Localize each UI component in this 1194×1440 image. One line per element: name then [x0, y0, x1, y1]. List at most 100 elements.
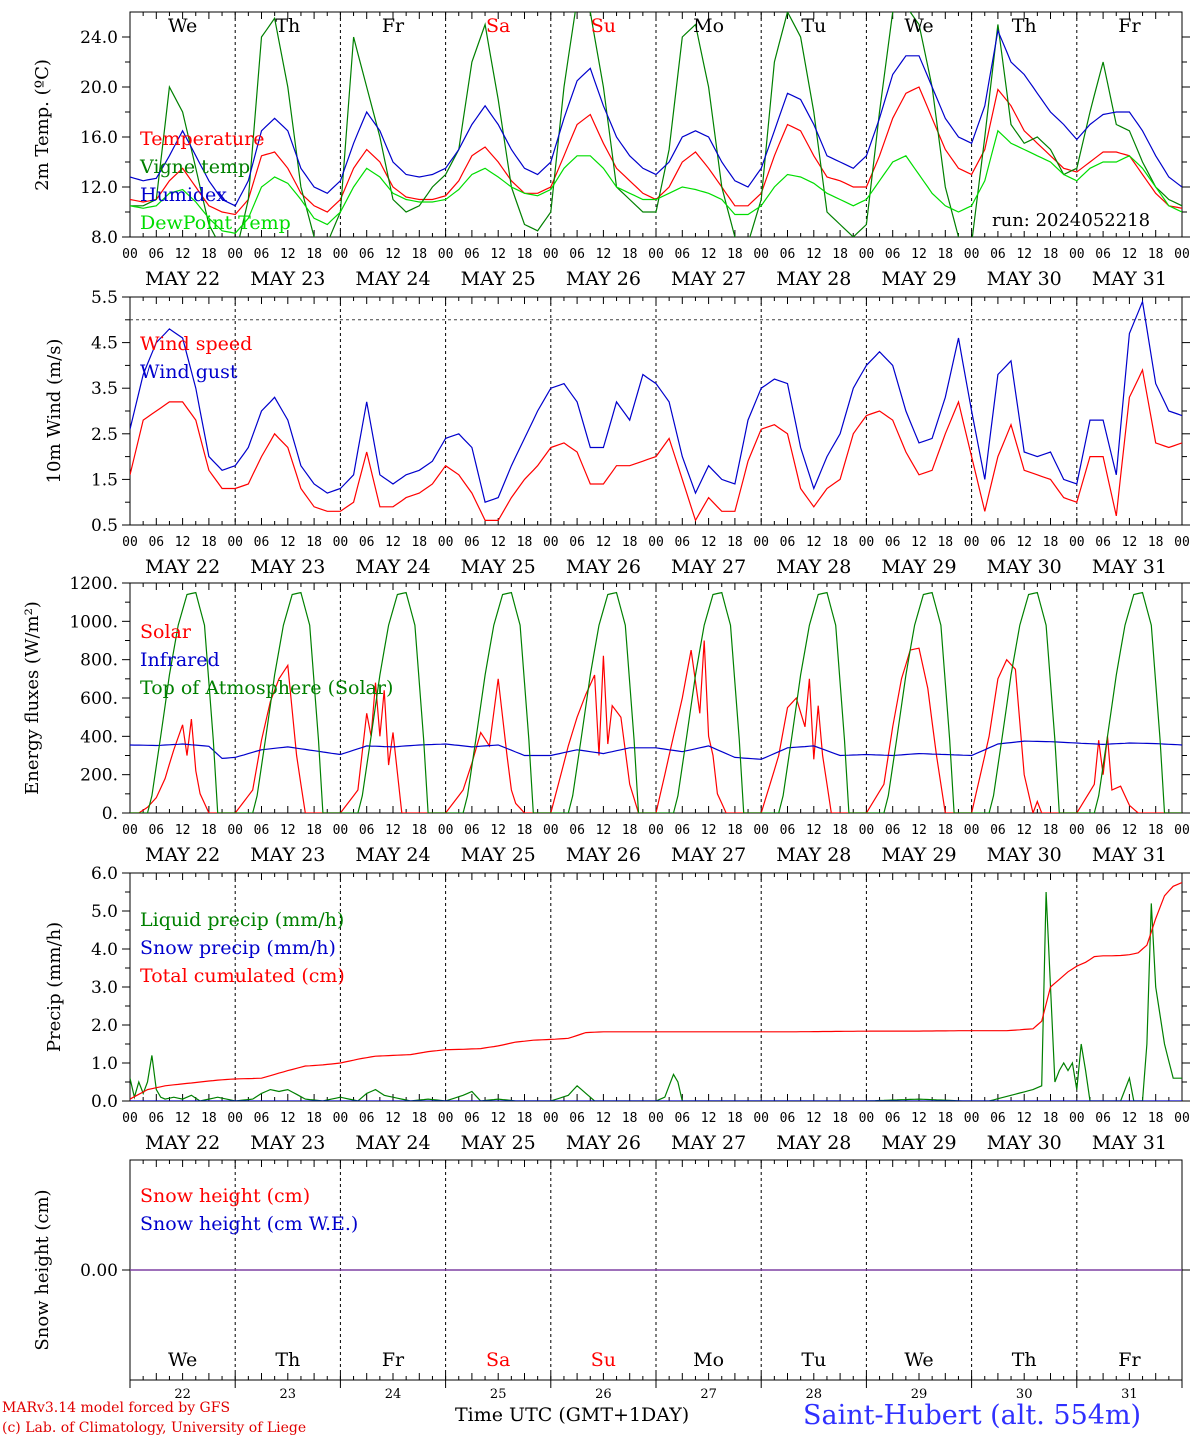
day-number-label: 29 [911, 1387, 928, 1402]
x-hour-label: 18 [832, 535, 848, 550]
y-tick-label: 6.0 [91, 864, 118, 884]
x-hour-label: 12 [806, 535, 822, 550]
day-number-label: 25 [490, 1387, 507, 1402]
x-hour-label: 06 [990, 535, 1006, 550]
x-hour-label: 12 [701, 1111, 717, 1126]
y-axis-label: 10m Wind (m/s) [44, 339, 65, 484]
x-hour-label: 06 [885, 823, 901, 838]
x-hour-label: 12 [175, 1111, 191, 1126]
x-hour-label: 18 [411, 247, 427, 262]
x-hour-label: 12 [385, 535, 401, 550]
weekday-label: Fr [1118, 1349, 1141, 1371]
day-label: MAY 30 [987, 556, 1062, 578]
day-label: MAY 23 [250, 1132, 325, 1154]
x-hour-label: 00 [648, 535, 664, 550]
y-tick-label: 16.0 [80, 128, 118, 148]
x-hour-label: 00 [753, 535, 769, 550]
weekday-label: Th [275, 1349, 300, 1371]
day-label: MAY 25 [461, 844, 536, 866]
weekday-label: Tu [801, 15, 826, 37]
x-hour-label: 12 [175, 247, 191, 262]
x-hour-label: 00 [753, 247, 769, 262]
x-hour-label: 12 [175, 535, 191, 550]
x-hour-label: 12 [911, 1111, 927, 1126]
series-wind-speed [130, 368, 1182, 522]
x-hour-label: 06 [148, 1111, 164, 1126]
x-hour-label: 12 [596, 247, 612, 262]
x-hour-label: 12 [490, 535, 506, 550]
x-hour-label: 18 [622, 247, 638, 262]
x-axis-title: Time UTC (GMT+1DAY) [455, 1404, 690, 1426]
x-hour-label: 00 [122, 1111, 138, 1126]
x-hour-label: 12 [1016, 823, 1032, 838]
x-hour-label: 12 [806, 1111, 822, 1126]
y-tick-label: 0.00 [80, 1261, 118, 1281]
x-hour-label: 18 [727, 823, 743, 838]
day-number-label: 26 [595, 1387, 612, 1402]
x-hour-label: 06 [148, 823, 164, 838]
x-hour-label: 06 [780, 535, 796, 550]
series-humidex [130, 28, 1182, 207]
x-hour-label: 12 [596, 823, 612, 838]
day-label: MAY 28 [776, 1132, 851, 1154]
y-tick-label: 5.0 [91, 902, 118, 922]
x-hour-label: 06 [464, 1111, 480, 1126]
x-hour-label: 00 [753, 1111, 769, 1126]
x-hour-label: 06 [359, 535, 375, 550]
x-hour-label: 12 [1016, 535, 1032, 550]
x-hour-label: 18 [306, 247, 322, 262]
x-hour-label: 06 [254, 823, 270, 838]
x-hour-label: 18 [1148, 1111, 1164, 1126]
day-label: MAY 23 [250, 556, 325, 578]
x-hour-label: 00 [1069, 247, 1085, 262]
day-label: MAY 29 [881, 556, 956, 578]
x-hour-label: 18 [937, 535, 953, 550]
day-number-label: 22 [174, 1387, 191, 1402]
x-hour-label: 18 [517, 247, 533, 262]
x-hour-label: 18 [517, 823, 533, 838]
x-hour-label: 06 [464, 535, 480, 550]
x-hour-label: 00 [227, 1111, 243, 1126]
series-total-cumulated-cm [130, 881, 1182, 1100]
x-hour-label: 06 [1095, 1111, 1111, 1126]
legend-entry: Vigne temp [139, 156, 250, 178]
x-hour-label: 12 [280, 535, 296, 550]
day-label: MAY 27 [671, 556, 746, 578]
x-hour-label: 00 [227, 247, 243, 262]
y-tick-label: 0. [102, 804, 118, 824]
day-label: MAY 22 [145, 1132, 220, 1154]
legend-entry: Liquid precip (mm/h) [140, 909, 344, 931]
x-hour-label: 06 [359, 823, 375, 838]
x-hour-label: 06 [1095, 247, 1111, 262]
day-label: MAY 31 [1092, 844, 1167, 866]
day-label: MAY 25 [461, 1132, 536, 1154]
x-hour-label: 12 [806, 247, 822, 262]
x-hour-label: 18 [411, 823, 427, 838]
x-hour-label: 18 [201, 535, 217, 550]
y-axis-label: Precip (mm/h) [44, 922, 65, 1052]
x-hour-label: 00 [333, 823, 349, 838]
x-hour-label: 12 [280, 1111, 296, 1126]
x-hour-label: 18 [832, 823, 848, 838]
x-hour-label: 06 [464, 823, 480, 838]
y-axis-label: Snow height (cm) [32, 1189, 53, 1350]
x-hour-label: 00 [859, 823, 875, 838]
day-label: MAY 31 [1092, 556, 1167, 578]
day-label: MAY 22 [145, 844, 220, 866]
x-hour-label: 18 [727, 535, 743, 550]
panel-frame [129, 11, 1183, 238]
x-hour-label: 18 [937, 823, 953, 838]
y-tick-label: 1.5 [91, 470, 118, 490]
y-tick-label: 2.0 [91, 1016, 118, 1036]
weekday-label: Th [1012, 15, 1037, 37]
y-tick-label: 8.0 [91, 228, 118, 248]
x-hour-label: 18 [306, 535, 322, 550]
x-hour-label: 06 [885, 1111, 901, 1126]
x-hour-label: 18 [727, 247, 743, 262]
x-hour-label: 18 [517, 1111, 533, 1126]
day-label: MAY 27 [671, 844, 746, 866]
y-tick-label: 2.5 [91, 425, 118, 445]
weekday-label: Mo [693, 1349, 724, 1371]
